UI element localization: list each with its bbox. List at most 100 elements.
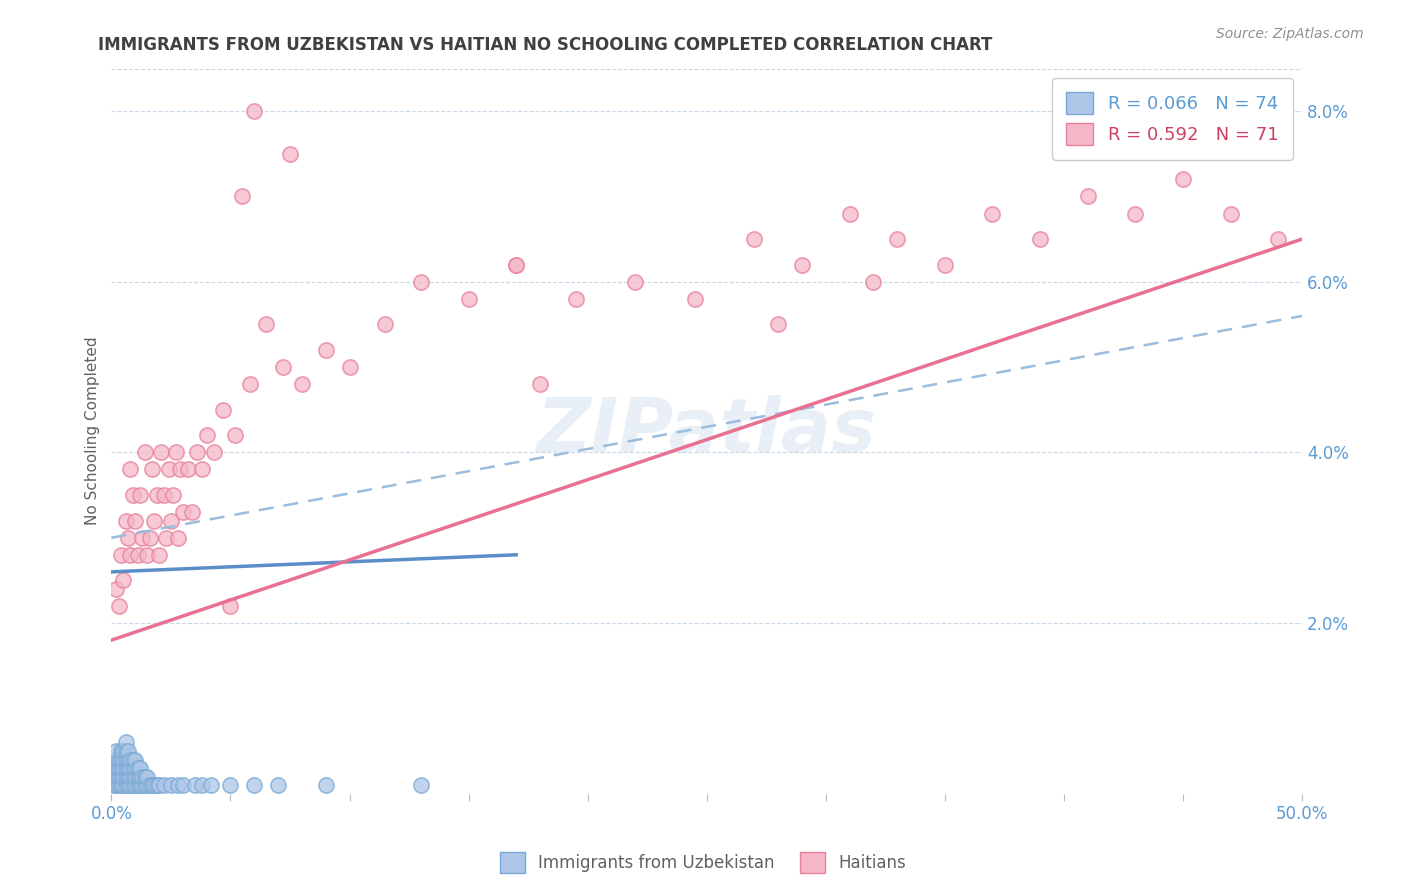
Point	[160, 778, 183, 792]
Point	[114, 735, 136, 749]
Point	[624, 275, 647, 289]
Point	[315, 778, 337, 792]
Point	[112, 770, 135, 784]
Point	[124, 753, 146, 767]
Text: IMMIGRANTS FROM UZBEKISTAN VS HAITIAN NO SCHOOLING COMPLETED CORRELATION CHART: IMMIGRANTS FROM UZBEKISTAN VS HAITIAN NO…	[98, 36, 993, 54]
Point	[191, 778, 214, 792]
Point	[124, 761, 146, 775]
Point	[117, 761, 139, 775]
Point	[152, 488, 174, 502]
Point	[231, 189, 253, 203]
Point	[315, 343, 337, 357]
Point	[157, 462, 180, 476]
Point	[167, 531, 190, 545]
Point	[138, 531, 160, 545]
Point	[112, 744, 135, 758]
Point	[152, 778, 174, 792]
Point	[110, 753, 132, 767]
Point	[790, 258, 813, 272]
Point	[114, 514, 136, 528]
Point	[238, 377, 260, 392]
Point	[112, 761, 135, 775]
Legend: R = 0.066   N = 74, R = 0.592   N = 71: R = 0.066 N = 74, R = 0.592 N = 71	[1052, 78, 1294, 160]
Point	[766, 318, 789, 332]
Point	[121, 488, 143, 502]
Point	[131, 531, 153, 545]
Point	[127, 770, 149, 784]
Point	[121, 778, 143, 792]
Point	[136, 778, 159, 792]
Text: Source: ZipAtlas.com: Source: ZipAtlas.com	[1216, 27, 1364, 41]
Point	[243, 104, 266, 119]
Point	[103, 778, 125, 792]
Point	[110, 744, 132, 758]
Point	[124, 770, 146, 784]
Point	[105, 778, 128, 792]
Point	[143, 778, 166, 792]
Point	[202, 445, 225, 459]
Point	[862, 275, 884, 289]
Point	[505, 258, 527, 272]
Point	[127, 761, 149, 775]
Point	[267, 778, 290, 792]
Point	[141, 462, 163, 476]
Point	[105, 744, 128, 758]
Point	[981, 206, 1004, 220]
Point	[129, 488, 152, 502]
Point	[505, 258, 527, 272]
Point	[457, 292, 479, 306]
Point	[172, 778, 194, 792]
Point	[683, 292, 706, 306]
Point	[339, 360, 361, 375]
Point	[117, 531, 139, 545]
Point	[150, 445, 173, 459]
Point	[886, 232, 908, 246]
Point	[278, 146, 301, 161]
Point	[120, 761, 142, 775]
Point	[195, 428, 218, 442]
Point	[374, 318, 396, 332]
Point	[148, 548, 170, 562]
Point	[127, 548, 149, 562]
Point	[141, 778, 163, 792]
Point	[107, 770, 129, 784]
Point	[219, 778, 242, 792]
Y-axis label: No Schooling Completed: No Schooling Completed	[86, 337, 100, 525]
Point	[129, 778, 152, 792]
Point	[291, 377, 314, 392]
Point	[1029, 232, 1052, 246]
Point	[120, 770, 142, 784]
Point	[167, 778, 190, 792]
Point	[191, 462, 214, 476]
Point	[110, 548, 132, 562]
Point	[271, 360, 294, 375]
Point	[136, 770, 159, 784]
Point	[165, 445, 187, 459]
Point	[162, 488, 184, 502]
Point	[117, 770, 139, 784]
Point	[160, 514, 183, 528]
Point	[212, 402, 235, 417]
Point	[127, 778, 149, 792]
Point	[114, 744, 136, 758]
Point	[103, 770, 125, 784]
Point	[105, 582, 128, 596]
Point	[131, 778, 153, 792]
Point	[934, 258, 956, 272]
Point	[107, 753, 129, 767]
Point	[120, 462, 142, 476]
Point	[186, 445, 208, 459]
Point	[176, 462, 198, 476]
Point	[124, 778, 146, 792]
Point	[110, 770, 132, 784]
Point	[121, 770, 143, 784]
Point	[124, 514, 146, 528]
Point	[129, 761, 152, 775]
Point	[105, 770, 128, 784]
Point	[155, 531, 177, 545]
Point	[107, 778, 129, 792]
Point	[1267, 232, 1289, 246]
Point	[169, 462, 191, 476]
Point	[529, 377, 551, 392]
Point	[112, 778, 135, 792]
